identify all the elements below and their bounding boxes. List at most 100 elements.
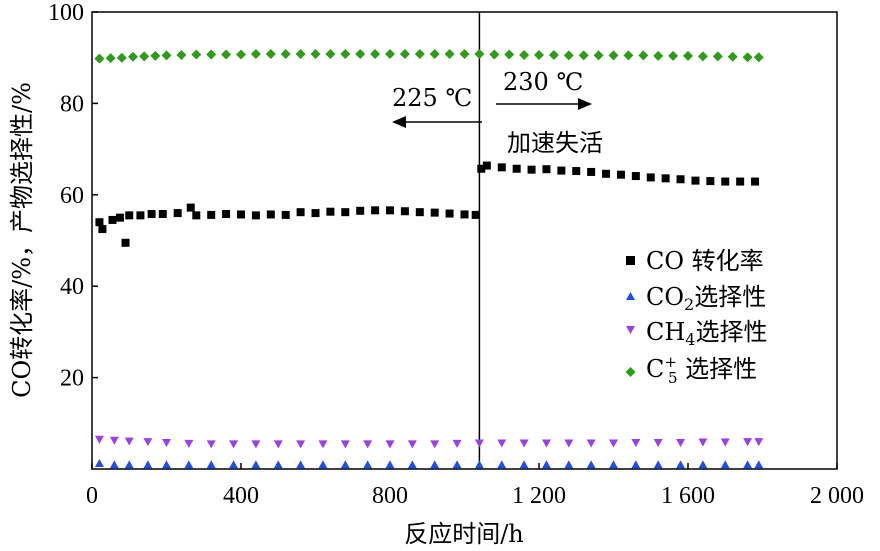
point-ch4-selectivity	[676, 438, 686, 447]
point-ch4-selectivity	[564, 439, 574, 448]
point-co-conversion	[371, 206, 380, 215]
point-c5-selectivity	[727, 51, 738, 62]
x-tick-label: 1 600	[661, 483, 715, 509]
point-ch4-selectivity	[743, 438, 753, 447]
point-co-conversion	[721, 177, 730, 186]
point-co2-selectivity	[430, 460, 440, 469]
legend-marker-co2	[626, 292, 635, 300]
point-co-conversion	[542, 165, 551, 174]
point-co2-selectivity	[676, 460, 686, 469]
series-layer	[94, 49, 764, 469]
point-co-conversion	[115, 213, 124, 222]
point-c5-selectivity	[94, 53, 105, 64]
point-c5-selectivity	[150, 50, 161, 61]
point-co-conversion	[158, 209, 167, 218]
legend-label-co2: CO2选择性	[646, 283, 766, 314]
point-co-conversion	[477, 164, 486, 173]
point-co-conversion	[445, 209, 454, 218]
point-c5-selectivity	[712, 51, 723, 62]
x-tick-label: 1 200	[512, 483, 566, 509]
point-ch4-selectivity	[720, 438, 730, 447]
point-ch4-selectivity	[273, 440, 283, 449]
point-co2-selectivity	[452, 460, 462, 469]
point-ch4-selectivity	[296, 440, 306, 449]
point-c5-selectivity	[474, 49, 485, 60]
point-c5-selectivity	[608, 50, 619, 61]
point-c5-selectivity	[697, 51, 708, 62]
point-co-conversion	[587, 167, 596, 176]
point-ch4-selectivity	[609, 439, 618, 448]
point-co-conversion	[281, 210, 290, 219]
point-co-conversion	[186, 203, 195, 212]
point-co-conversion	[460, 210, 469, 219]
point-c5-selectivity	[161, 50, 172, 61]
point-ch4-selectivity	[631, 438, 641, 447]
point-co2-selectivity	[474, 460, 484, 469]
legend-label-c5: C+ 5 选择性	[646, 353, 757, 387]
annotation-225-text: 225 ℃	[392, 84, 472, 112]
point-co-conversion	[661, 174, 670, 183]
point-ch4-selectivity	[109, 436, 119, 445]
point-co2-selectivity	[124, 460, 134, 469]
point-co-conversion	[296, 208, 305, 217]
point-co-conversion	[572, 167, 581, 176]
point-co2-selectivity	[653, 460, 663, 469]
point-ch4-selectivity	[430, 440, 440, 449]
x-axis: 0 400 800 1 200 1 600 2 000	[86, 463, 864, 509]
point-co2-selectivity	[519, 460, 529, 469]
point-co-conversion	[386, 206, 394, 215]
y-axis: 20 40 60 80 100	[48, 0, 98, 392]
point-c5-selectivity	[280, 49, 291, 60]
point-co2-selectivity	[385, 460, 395, 469]
legend-marker-co	[626, 256, 635, 265]
point-co-conversion	[482, 161, 491, 170]
point-c5-selectivity	[176, 49, 187, 60]
point-c5-selectivity	[429, 49, 440, 60]
point-co-conversion	[311, 209, 320, 218]
point-ch4-selectivity	[143, 438, 153, 447]
point-c5-selectivity	[489, 49, 500, 60]
point-co2-selectivity	[407, 460, 417, 469]
point-co-conversion	[602, 169, 611, 178]
point-co-conversion	[471, 210, 480, 219]
point-co-conversion	[691, 176, 700, 185]
annotation-230: 230 ℃	[496, 68, 592, 110]
point-ch4-selectivity	[541, 439, 551, 448]
annotation-230-text: 230 ℃	[503, 68, 583, 96]
point-c5-selectivity	[534, 49, 544, 60]
point-co2-selectivity	[698, 460, 708, 469]
series-co2-selectivity	[94, 459, 764, 469]
point-c5-selectivity	[399, 49, 410, 60]
point-ch4-selectivity	[318, 440, 328, 449]
point-co-conversion	[400, 207, 409, 216]
point-co2-selectivity	[720, 460, 730, 469]
point-co2-selectivity	[206, 460, 216, 469]
legend: CO 转化率 CO2选择性 CH4选择性 C+ 5 选择性	[625, 247, 767, 387]
point-co-conversion	[98, 225, 107, 234]
point-co2-selectivity	[318, 460, 328, 469]
point-co2-selectivity	[251, 460, 261, 469]
point-c5-selectivity	[385, 49, 395, 60]
point-co-conversion	[147, 209, 156, 218]
point-c5-selectivity	[414, 49, 425, 60]
point-co-conversion	[121, 238, 130, 247]
series-ch4-selectivity	[94, 435, 764, 449]
point-ch4-selectivity	[206, 440, 216, 449]
point-c5-selectivity	[753, 52, 764, 63]
point-co2-selectivity	[94, 459, 104, 468]
y-tick-label: 100	[48, 0, 84, 26]
x-tick-label: 800	[372, 483, 408, 509]
y-axis-title: CO转化率/%，产物选择性/%	[8, 82, 36, 398]
point-co-conversion	[173, 209, 182, 218]
point-c5-selectivity	[623, 50, 634, 61]
plot-frame	[91, 11, 838, 470]
point-co2-selectivity	[363, 460, 373, 469]
point-co-conversion	[222, 209, 231, 218]
point-co2-selectivity	[296, 460, 306, 469]
point-co2-selectivity	[184, 460, 194, 469]
point-c5-selectivity	[221, 49, 232, 60]
point-co2-selectivity	[631, 460, 641, 469]
point-co-conversion	[736, 177, 745, 186]
point-c5-selectivity	[265, 49, 276, 60]
point-ch4-selectivity	[94, 435, 104, 444]
